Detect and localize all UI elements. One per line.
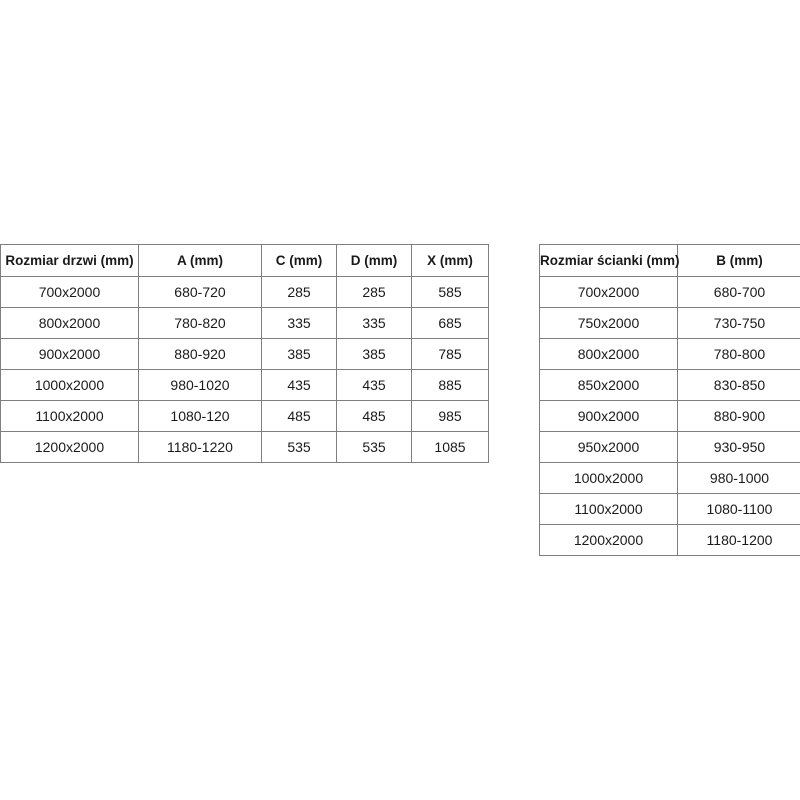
- door-size-table: Rozmiar drzwi (mm) A (mm) C (mm) D (mm) X (m…: [0, 244, 489, 463]
- table-cell: 485: [336, 400, 412, 432]
- table-cell: 385: [336, 338, 412, 370]
- table-cell: 780-800: [677, 338, 800, 370]
- table-row: 800x2000 780-800: [539, 338, 800, 370]
- column-header: B (mm): [677, 244, 800, 277]
- wall-panel-size-table: Rozmiar ścianki (mm) B (mm) 700x2000 680-7…: [539, 244, 800, 556]
- table-cell: 1180-1220: [138, 431, 262, 463]
- table-cell: 1200x2000: [0, 431, 139, 463]
- table-cell: 830-850: [677, 369, 800, 401]
- table-cell: 880-920: [138, 338, 262, 370]
- table-row: 700x2000 680-700: [539, 276, 800, 308]
- table-cell: 1000x2000: [0, 369, 139, 401]
- table-row: 900x2000 880-920 385 385 785: [0, 338, 489, 370]
- table-cell: 680-700: [677, 276, 800, 308]
- column-header: X (mm): [411, 244, 489, 277]
- table-cell: 800x2000: [539, 338, 678, 370]
- table-row: 1000x2000 980-1000: [539, 462, 800, 494]
- table-cell: 700x2000: [0, 276, 139, 308]
- table-cell: 980-1020: [138, 369, 262, 401]
- table-row: 1200x2000 1180-1200: [539, 524, 800, 556]
- table-cell: 1200x2000: [539, 524, 678, 556]
- column-header: D (mm): [336, 244, 412, 277]
- column-header: A (mm): [138, 244, 262, 277]
- table-cell: 700x2000: [539, 276, 678, 308]
- table-cell: 285: [261, 276, 337, 308]
- column-header: Rozmiar ścianki (mm): [539, 244, 680, 277]
- table-cell: 485: [261, 400, 337, 432]
- table-cell: 900x2000: [0, 338, 139, 370]
- table-cell: 1100x2000: [539, 493, 678, 525]
- table-cell: 435: [336, 369, 412, 401]
- table-cell: 1000x2000: [539, 462, 678, 494]
- table-row: 1000x2000 980-1020 435 435 885: [0, 369, 489, 401]
- table-cell: 850x2000: [539, 369, 678, 401]
- table-cell: 885: [411, 369, 489, 401]
- table-header-row: Rozmiar ścianki (mm) B (mm): [539, 244, 800, 277]
- table-cell: 435: [261, 369, 337, 401]
- table-cell: 1100x2000: [0, 400, 139, 432]
- table-row: 1200x2000 1180-1220 535 535 1085: [0, 431, 489, 463]
- table-cell: 800x2000: [0, 307, 139, 339]
- table-cell: 785: [411, 338, 489, 370]
- table-row: 750x2000 730-750: [539, 307, 800, 339]
- table-cell: 780-820: [138, 307, 262, 339]
- table-cell: 685: [411, 307, 489, 339]
- table-cell: 985: [411, 400, 489, 432]
- table-cell: 750x2000: [539, 307, 678, 339]
- table-cell: 930-950: [677, 431, 800, 463]
- table-cell: 535: [336, 431, 412, 463]
- table-cell: 535: [261, 431, 337, 463]
- table-row: 800x2000 780-820 335 335 685: [0, 307, 489, 339]
- table-cell: 385: [261, 338, 337, 370]
- table-cell: 1080-1100: [677, 493, 800, 525]
- table-header-row: Rozmiar drzwi (mm) A (mm) C (mm) D (mm) X (m…: [0, 244, 489, 277]
- table-row: 950x2000 930-950: [539, 431, 800, 463]
- table-cell: 285: [336, 276, 412, 308]
- table-cell: 335: [336, 307, 412, 339]
- table-cell: 585: [411, 276, 489, 308]
- table-cell: 950x2000: [539, 431, 678, 463]
- table-row: 1100x2000 1080-120 485 485 985: [0, 400, 489, 432]
- table-cell: 880-900: [677, 400, 800, 432]
- table-cell: 1085: [411, 431, 489, 463]
- table-cell: 335: [261, 307, 337, 339]
- table-cell: 1180-1200: [677, 524, 800, 556]
- table-cell: 680-720: [138, 276, 262, 308]
- table-row: 1100x2000 1080-1100: [539, 493, 800, 525]
- table-cell: 1080-120: [138, 400, 262, 432]
- table-row: 900x2000 880-900: [539, 400, 800, 432]
- table-cell: 900x2000: [539, 400, 678, 432]
- table-row: 850x2000 830-850: [539, 369, 800, 401]
- column-header: C (mm): [261, 244, 337, 277]
- table-cell: 980-1000: [677, 462, 800, 494]
- table-cell: 730-750: [677, 307, 800, 339]
- table-row: 700x2000 680-720 285 285 585: [0, 276, 489, 308]
- column-header: Rozmiar drzwi (mm): [0, 244, 139, 277]
